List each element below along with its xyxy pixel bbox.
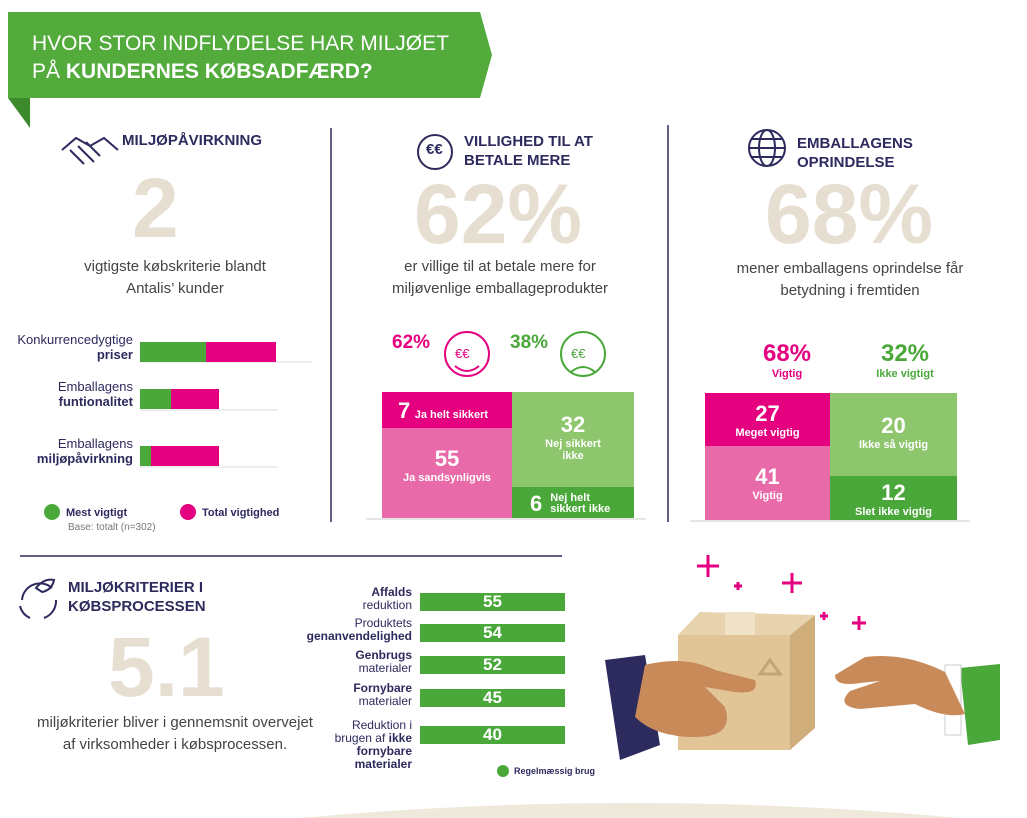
legend-dot <box>44 504 60 520</box>
box-number: 6 <box>530 491 543 516</box>
big-number: 68% <box>765 167 934 261</box>
most-bar <box>140 389 171 409</box>
legend-dot <box>180 504 196 520</box>
row-label: genanvendelighed <box>306 629 412 643</box>
legend-label: Mest vigtigt <box>66 507 128 519</box>
value-bar: 54 <box>420 624 565 642</box>
bar-label: Konkurrencedygtige <box>17 332 133 347</box>
box-number: 27 <box>755 401 780 426</box>
row-label: Reduktion i <box>351 718 412 732</box>
box-text: Meget vigtig <box>735 427 800 439</box>
total-bar <box>140 446 220 466</box>
legend-label: Total vigtighed <box>202 507 280 519</box>
box-text: Slet ikke vigtig <box>854 506 933 518</box>
row-label: ikke <box>388 731 412 745</box>
row-label: reduktion <box>362 598 412 612</box>
value-bar: 55 <box>420 593 565 611</box>
bar-label: Emballagens <box>57 436 133 451</box>
pct: 68% <box>762 340 812 367</box>
row-label: brugen af <box>334 731 386 745</box>
box: 12 Slet ikke vigtig <box>830 476 957 520</box>
row-label: Genbrugs <box>355 648 412 662</box>
row-label: Affalds <box>371 585 412 599</box>
most-bar <box>140 446 151 466</box>
value-bar: 45 <box>420 689 565 707</box>
most-bar <box>140 342 206 362</box>
section-title: EMBALLAGENS <box>797 135 913 152</box>
box-number: 7 <box>398 398 411 423</box>
body-text: Antalis’ kunder <box>126 280 224 297</box>
smiley-icon: €€ <box>571 346 586 361</box>
box: 20 Ikke så vigtig <box>830 393 957 476</box>
box: 7 Ja helt sikkert <box>382 392 512 428</box>
value-bar: 40 <box>420 726 565 744</box>
box-text: Vigtig <box>752 490 783 502</box>
box: 6 Nej helt sikkert ikke <box>512 487 634 518</box>
section-title: KØBSPROCESSEN <box>68 598 206 615</box>
section-title: MILJØPÅVIRKNING <box>122 132 263 149</box>
title-line: PÅ <box>32 60 61 83</box>
pct-label: Vigtig <box>771 368 803 380</box>
legend-dot <box>497 765 509 777</box>
body-text: miljøkriterier bliver i gennemsnit overv… <box>37 714 313 731</box>
bar-label: miljøpåvirkning <box>36 451 133 466</box>
smiley-icon: €€ <box>455 346 470 361</box>
title-bold: KUNDERNES KØBSADFÆRD? <box>65 60 373 83</box>
row-label: materialer <box>358 661 412 675</box>
bar-label: priser <box>96 347 133 362</box>
big-number: 62% <box>414 167 583 261</box>
row-label: Fornybare <box>353 681 412 695</box>
section-title: BETALE MERE <box>464 152 571 169</box>
big-number: 5.1 <box>108 620 225 714</box>
box-number: 20 <box>881 413 906 438</box>
header-title: HVOR STOR INDFLYDELSE HAR MILJØET PÅ KUN… <box>32 30 449 86</box>
box: 27 Meget vigtig <box>705 393 830 446</box>
title-line: HVOR STOR INDFLYDELSE HAR MILJØET <box>32 32 449 55</box>
big-number: 2 <box>132 161 179 255</box>
box-number: 55 <box>434 446 460 471</box>
section-title: VILLIGHED TIL AT <box>464 133 593 150</box>
body-text: er villige til at betale mere for <box>404 258 596 275</box>
sad-pct: 38% <box>510 332 549 353</box>
legend-label: Regelmæssig brug <box>514 766 596 776</box>
body-text: vigtigste købskriterie blandt <box>84 258 266 275</box>
body-text: mener emballagens oprindelse får <box>736 260 964 277</box>
box-text: Ikke så vigtig <box>858 439 929 451</box>
body-text: af virksomheder i købsprocessen. <box>62 736 288 753</box>
row-label: materialer <box>358 694 412 708</box>
box: 41 Vigtig <box>705 446 830 520</box>
row-label: fornybare <box>356 744 412 758</box>
happy-pct: 62% <box>392 332 431 353</box>
box-text: Ja sandsynligvis <box>402 472 492 484</box>
box: 32 Nej sikkert ikke <box>512 392 634 487</box>
body-text: betydning i fremtiden <box>780 282 920 299</box>
bar-label: funtionalitet <box>58 394 133 409</box>
section-title: OPRINDELSE <box>797 154 895 171</box>
pct-label: Ikke vigtigt <box>876 368 934 380</box>
section-title: MILJØKRITERIER I <box>68 579 204 596</box>
bar-label: Emballagens <box>57 379 133 394</box>
euro-icon: €€ <box>426 141 443 158</box>
box-text: Nej sikkert ikke <box>545 438 601 462</box>
body-text: miljøvenlige emballageprodukter <box>392 280 608 297</box>
box-text: Nej helt sikkert ikke <box>550 492 611 515</box>
box-text: Ja helt sikkert <box>414 409 489 421</box>
row-label: materialer <box>354 757 412 771</box>
pct: 32% <box>880 340 930 367</box>
box-number: 41 <box>755 464 780 489</box>
box: 55 Ja sandsynligvis <box>382 428 512 518</box>
box-number: 32 <box>560 412 586 437</box>
box-number: 12 <box>881 480 906 505</box>
row-label: Produktets <box>354 616 412 630</box>
base-note: Base: totalt (n=302) <box>68 522 156 533</box>
value-bar: 52 <box>420 656 565 674</box>
